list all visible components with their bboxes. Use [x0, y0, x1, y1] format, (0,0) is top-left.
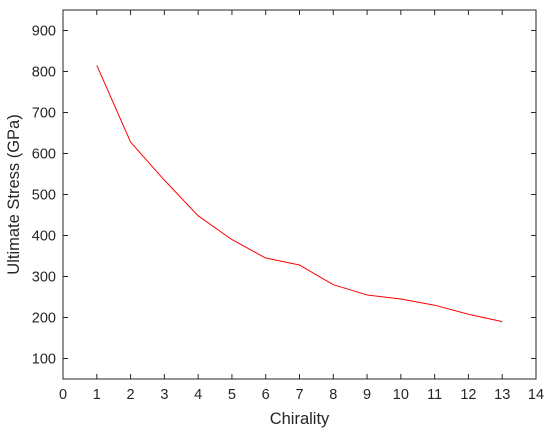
x-tick-label: 5: [228, 387, 236, 403]
y-tick-label: 100: [32, 352, 56, 368]
y-tick-label: 800: [32, 65, 56, 81]
y-tick-label: 700: [32, 106, 56, 122]
x-tick-label: 10: [393, 387, 409, 403]
x-tick-label: 2: [127, 387, 135, 403]
plot-area: [62, 9, 537, 380]
x-axis-label: Chirality: [270, 410, 330, 428]
x-tick-label: 8: [329, 387, 337, 403]
y-axis-label: Ultimate Stress (GPa): [5, 114, 23, 274]
x-tick-label: 11: [427, 387, 442, 403]
x-tick-label: 13: [494, 387, 510, 403]
series-line: [96, 65, 503, 323]
x-tick-label: 1: [93, 387, 101, 403]
x-tick-label: 4: [194, 387, 202, 403]
y-axis-ticks: 100 200 300 400 500 600 700 800 900: [32, 24, 536, 368]
series-layer: [96, 65, 503, 323]
y-tick-label: 500: [32, 188, 56, 204]
x-tick-label: 14: [528, 387, 544, 403]
y-tick-label: 400: [32, 229, 56, 245]
x-tick-label: 9: [363, 387, 371, 403]
y-tick-label: 300: [32, 270, 56, 286]
y-tick-label: 900: [32, 24, 56, 40]
y-tick-label: 600: [32, 147, 56, 163]
x-tick-label: 12: [460, 387, 476, 403]
y-tick-label: 200: [32, 311, 56, 327]
x-tick-label: 6: [262, 387, 270, 403]
x-tick-label: 3: [160, 387, 168, 403]
x-tick-label: 0: [59, 387, 67, 403]
x-tick-label: 7: [295, 387, 303, 403]
x-axis-ticks: 0 1 2 3 4 5 6 7 8 9 10 11 12 13 14: [59, 10, 544, 403]
